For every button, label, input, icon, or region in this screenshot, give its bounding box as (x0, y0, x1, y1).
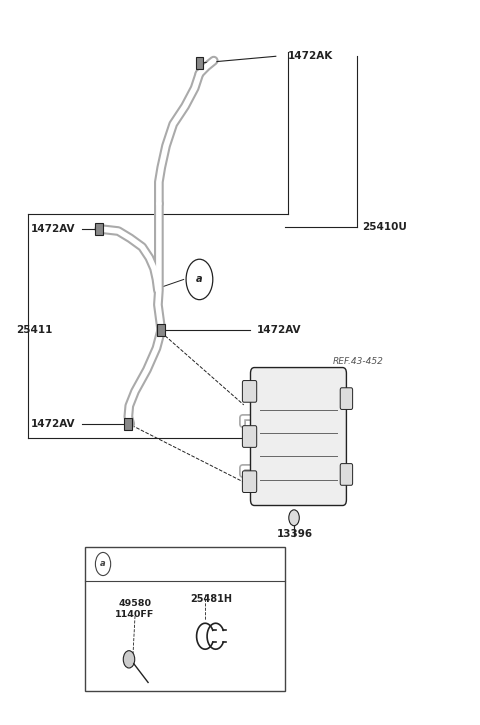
FancyBboxPatch shape (242, 381, 257, 402)
FancyBboxPatch shape (340, 388, 353, 410)
Bar (124, 418, 132, 430)
Text: REF.43-452: REF.43-452 (333, 357, 384, 366)
FancyBboxPatch shape (242, 426, 257, 447)
FancyBboxPatch shape (340, 463, 353, 485)
Text: 25411: 25411 (16, 325, 52, 335)
Bar (196, 57, 203, 69)
Circle shape (289, 510, 300, 526)
Circle shape (96, 552, 111, 576)
Text: 1472AV: 1472AV (31, 419, 75, 429)
FancyBboxPatch shape (251, 368, 347, 505)
Text: a: a (196, 275, 203, 284)
Bar (85, 547, 285, 691)
Text: 1472AV: 1472AV (257, 325, 301, 335)
Text: 49580
1140FF: 49580 1140FF (115, 600, 155, 619)
Bar (157, 324, 165, 336)
Circle shape (186, 260, 213, 299)
Circle shape (123, 650, 135, 668)
Bar (96, 223, 103, 235)
Text: a: a (100, 560, 106, 568)
Text: 1472AV: 1472AV (31, 224, 75, 234)
Text: 25481H: 25481H (190, 594, 232, 605)
FancyBboxPatch shape (242, 471, 257, 492)
Text: 25410U: 25410U (362, 222, 407, 232)
Text: 1472AK: 1472AK (288, 51, 333, 62)
Text: 13396: 13396 (277, 529, 313, 539)
